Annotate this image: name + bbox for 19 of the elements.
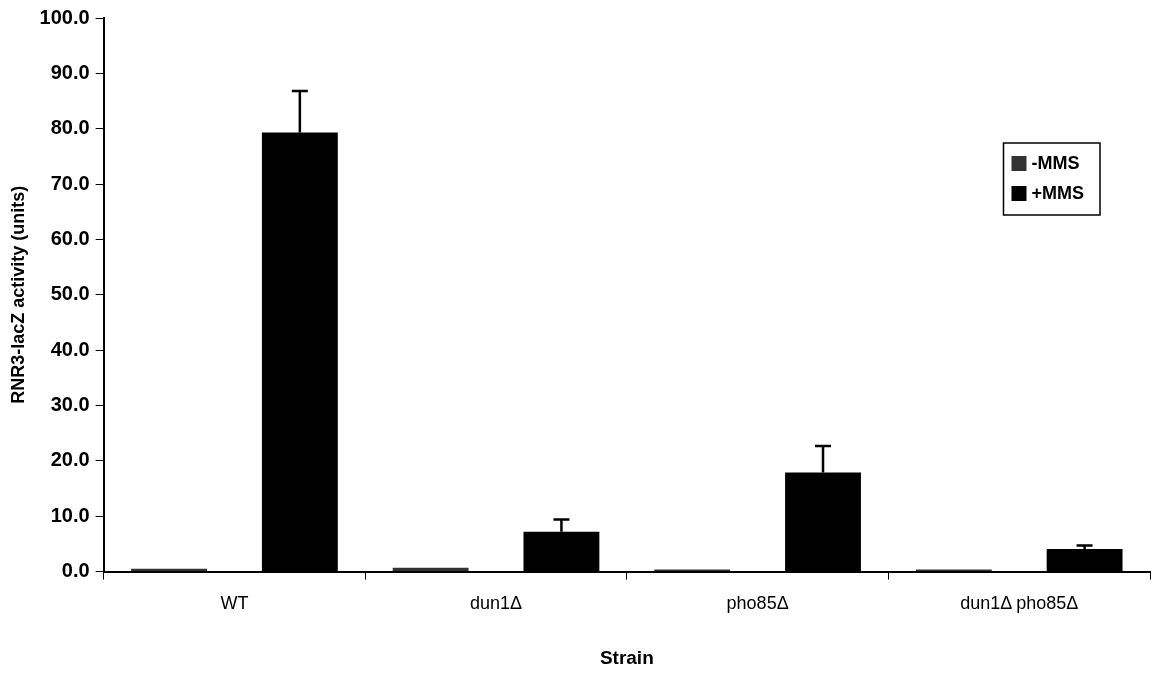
x-axis-title: Strain: [599, 646, 654, 668]
y-tick-label: 60.0: [50, 226, 90, 249]
y-tick-label: 20.0: [50, 448, 90, 471]
y-tick-label: 70.0: [50, 171, 90, 194]
y-tick-label: 10.0: [50, 503, 90, 526]
x-tick-label: dun1Δ: [469, 593, 523, 614]
y-tick-label: 30.0: [50, 393, 90, 416]
y-tick-label: 80.0: [50, 116, 90, 139]
x-tick-label: pho85Δ: [726, 593, 789, 614]
legend-label: +MMS: [1031, 182, 1085, 203]
y-tick-label: 50.0: [50, 282, 90, 305]
y-tick-label: 90.0: [50, 60, 90, 83]
x-tick-label: dun1Δ pho85Δ: [960, 593, 1079, 614]
x-tick-label: WT: [220, 593, 249, 614]
legend-label: -MMS: [1031, 152, 1080, 173]
y-axis-title: RNR3-lacZ activity (units): [7, 185, 28, 404]
y-tick-label: 40.0: [50, 337, 90, 360]
y-tick-label: 0.0: [61, 559, 90, 582]
y-tick-label: 100.0: [39, 5, 90, 28]
